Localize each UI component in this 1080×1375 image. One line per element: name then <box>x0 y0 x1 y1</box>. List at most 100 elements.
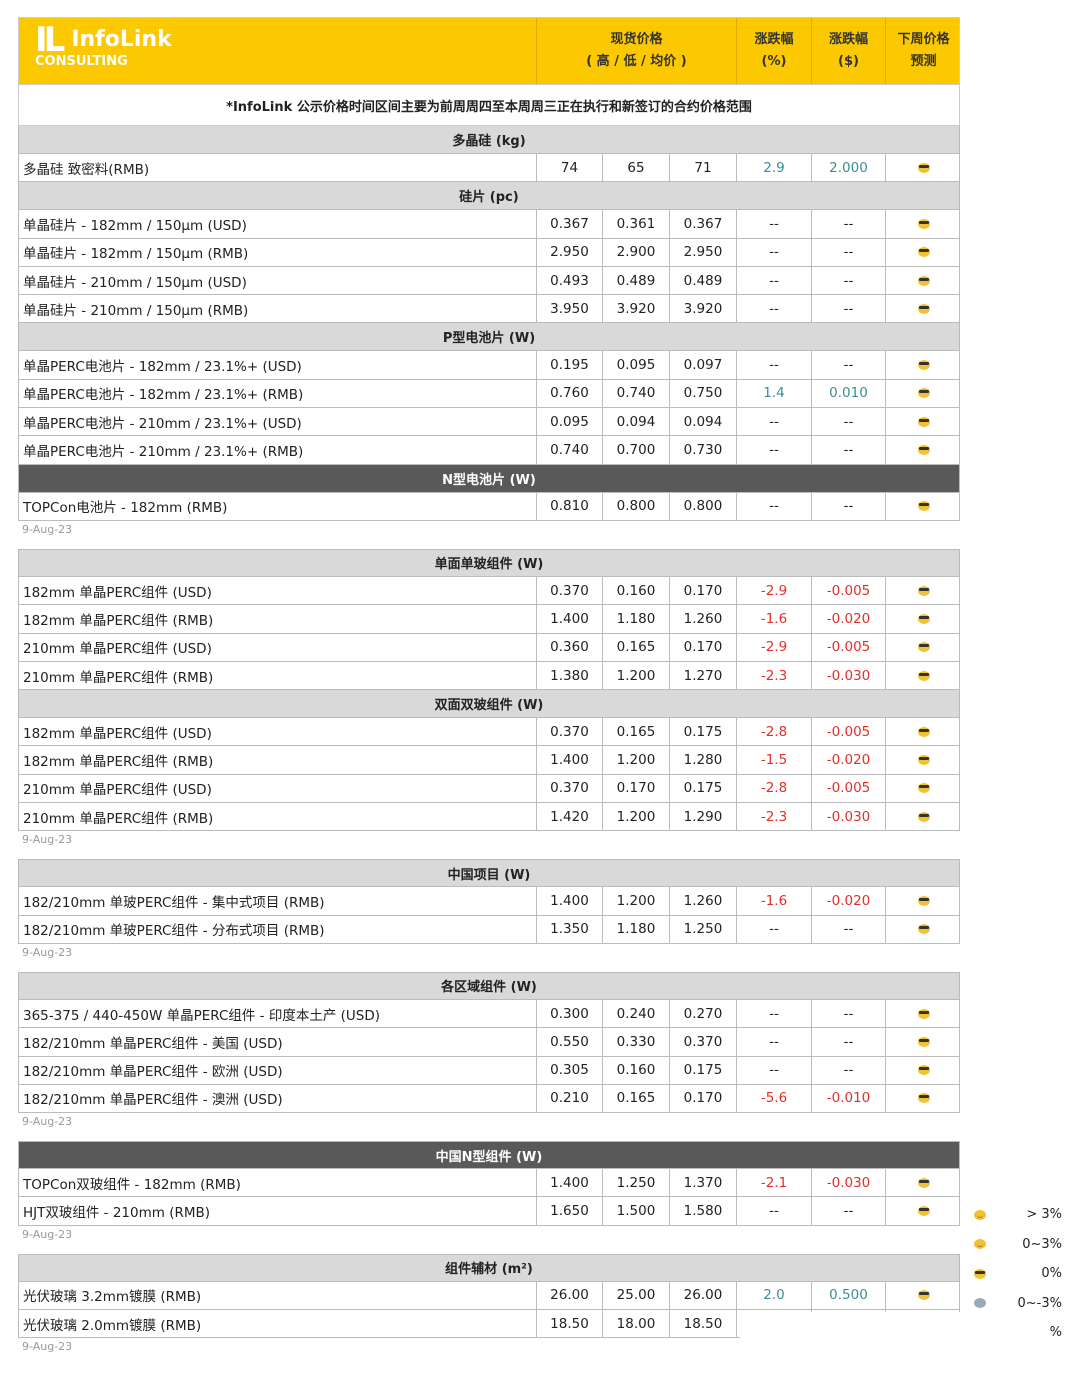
scream-face-icon <box>974 1298 986 1309</box>
price-high: 1.650 <box>536 1197 602 1225</box>
price-high: 0.810 <box>536 492 602 520</box>
sunglasses-face-icon <box>917 218 930 229</box>
spacer <box>18 849 960 859</box>
forecast <box>885 605 961 633</box>
smile-face-icon <box>974 1239 986 1250</box>
price-low: 0.165 <box>602 633 669 661</box>
forecast <box>885 661 961 690</box>
forecast <box>885 633 961 661</box>
product-name: 182/210mm 单晶PERC组件 - 欧洲 (USD) <box>23 1064 283 1081</box>
price-high: 0.367 <box>536 210 602 238</box>
product-name: 182mm 单晶PERC组件 (USD) <box>23 725 212 742</box>
sunglasses-face-icon <box>917 726 930 737</box>
table-row: 光伏玻璃 3.2mm镀膜 (RMB) 26.00 25.00 26.00 2.0 0.50… <box>18 1281 960 1311</box>
price-avg: 0.800 <box>669 492 736 520</box>
table-row: 182/210mm 单晶PERC组件 - 欧洲 (USD) 0.305 0.160 0… <box>18 1056 960 1085</box>
table-row: 单晶PERC电池片 - 182mm / 23.1%+ (RMB) 0.760 0.7… <box>18 379 960 409</box>
forecast <box>885 887 961 915</box>
price-high: 1.350 <box>536 915 602 943</box>
price-high: 1.400 <box>536 887 602 915</box>
legend-item: 0~-3% <box>970 1289 1080 1319</box>
change-usd: -- <box>811 238 885 266</box>
price-avg: 0.170 <box>669 576 736 605</box>
sunglasses-face-icon <box>917 388 930 399</box>
price-high: 0.760 <box>536 379 602 408</box>
price-avg: 71 <box>669 154 736 182</box>
table-row: 182/210mm 单晶PERC组件 - 美国 (USD) 0.550 0.330 0… <box>18 1028 960 1057</box>
product-name: 182/210mm 单玻PERC组件 - 分布式项目 (RMB) <box>23 923 325 940</box>
price-low: 1.500 <box>602 1197 669 1225</box>
sunglasses-face-icon <box>917 1206 930 1217</box>
change-pct: -1.6 <box>736 605 811 633</box>
table-row: 单晶硅片 - 182mm / 150μm (RMB) 2.950 2.900 2.95… <box>18 238 961 267</box>
report-date: 9-Aug-23 <box>22 833 73 847</box>
price-avg: 0.270 <box>669 999 736 1028</box>
product-name: 多晶硅 致密料(RMB) <box>23 161 150 178</box>
section-header: P型电池片 (W) <box>18 323 960 352</box>
price-low: 0.361 <box>602 210 669 238</box>
change-pct: -- <box>736 295 811 323</box>
sunglasses-face-icon <box>917 895 930 906</box>
change-pct: -- <box>736 1197 811 1225</box>
product-name: 单晶硅片 - 210mm / 150μm (RMB) <box>23 302 249 319</box>
report-date: 9-Aug-23 <box>22 1227 73 1241</box>
price-low: 1.180 <box>602 915 669 943</box>
price-high: 0.550 <box>536 1028 602 1056</box>
product-name: 单晶PERC电池片 - 182mm / 23.1%+ (USD) <box>23 359 302 376</box>
price-note: *InfoLink 公示价格时间区间主要为前周周四至本周周三正在执行和新签订的合… <box>18 85 960 126</box>
legend-label: % <box>1049 1325 1062 1341</box>
price-avg: 1.290 <box>669 803 736 831</box>
change-usd: -- <box>811 1056 885 1084</box>
product-name: 182/210mm 单玻PERC组件 - 集中式项目 (RMB) <box>23 894 325 911</box>
usd-column-header: 涨跌幅 ($) <box>811 18 885 84</box>
price-low: 0.740 <box>602 379 669 408</box>
pct-title: 涨跌幅 <box>754 32 794 47</box>
section-header: 组件辅材 (m²) <box>18 1253 960 1282</box>
logo: IL InfoLink CONSULTING <box>19 18 536 84</box>
change-pct: -- <box>736 238 811 266</box>
price-avg: 0.370 <box>669 1028 736 1056</box>
product-name: HJT双玻组件 - 210mm (RMB) <box>23 1205 211 1222</box>
change-pct: -2.8 <box>736 774 811 803</box>
table-row: 单晶PERC电池片 - 210mm / 23.1%+ (USD) 0.095 0.0… <box>18 408 961 437</box>
change-usd: -0.020 <box>811 605 885 633</box>
table-row: 182mm 单晶PERC组件 (USD) 0.370 0.165 0.175 -2.8-… <box>18 718 960 747</box>
section-header: 中国项目 (W) <box>18 859 960 888</box>
price-high: 0.095 <box>536 408 602 436</box>
price-table: IL InfoLink CONSULTING 现货价格 ( 高 / 低 / 均价 )… <box>18 17 960 1356</box>
product-name: 单晶硅片 - 182mm / 150μm (RMB) <box>23 246 249 263</box>
price-high: 0.360 <box>536 633 602 661</box>
sunglasses-face-icon <box>917 162 930 173</box>
product-name: 182mm 单晶PERC组件 (USD) <box>23 584 212 601</box>
price-low: 0.800 <box>602 492 669 520</box>
price-low: 0.165 <box>602 718 669 746</box>
change-usd: -0.005 <box>811 774 885 803</box>
price-avg: 0.367 <box>669 210 736 238</box>
legend-item: > 3% <box>970 1200 1080 1230</box>
spacer <box>18 1244 960 1254</box>
change-usd: 0.010 <box>811 379 885 408</box>
forecast <box>885 408 961 436</box>
table-row: 182/210mm 单晶PERC组件 - 澳洲 (USD) 0.210 0.165 0… <box>18 1084 960 1114</box>
product-name: 210mm 单晶PERC组件 (USD) <box>23 641 212 658</box>
change-usd: -0.005 <box>811 718 885 746</box>
price-avg: 0.097 <box>669 351 736 379</box>
table-row: 210mm 单晶PERC组件 (RMB) 1.420 1.200 1.290 -2.3-… <box>18 803 960 832</box>
section-header: 多晶硅 (kg) <box>18 126 960 154</box>
smile-face-icon <box>974 1209 986 1220</box>
price-high: 0.210 <box>536 1084 602 1113</box>
price-high: 0.740 <box>536 436 602 464</box>
price-avg: 1.280 <box>669 746 736 774</box>
sunglasses-face-icon <box>917 811 930 822</box>
spacer <box>18 1131 960 1141</box>
change-usd: -- <box>811 210 885 238</box>
change-pct: -- <box>736 266 811 295</box>
price-high: 1.420 <box>536 803 602 831</box>
table-header: IL InfoLink CONSULTING 现货价格 ( 高 / 低 / 均价 )… <box>18 17 960 85</box>
price-avg: 1.260 <box>669 887 736 915</box>
table-row: TOPCon电池片 - 182mm (RMB) 0.810 0.800 0.800 --… <box>18 492 960 521</box>
forecast-column-header: 下周价格 预测 <box>885 18 961 84</box>
change-pct: -- <box>736 210 811 238</box>
forecast <box>885 238 961 266</box>
